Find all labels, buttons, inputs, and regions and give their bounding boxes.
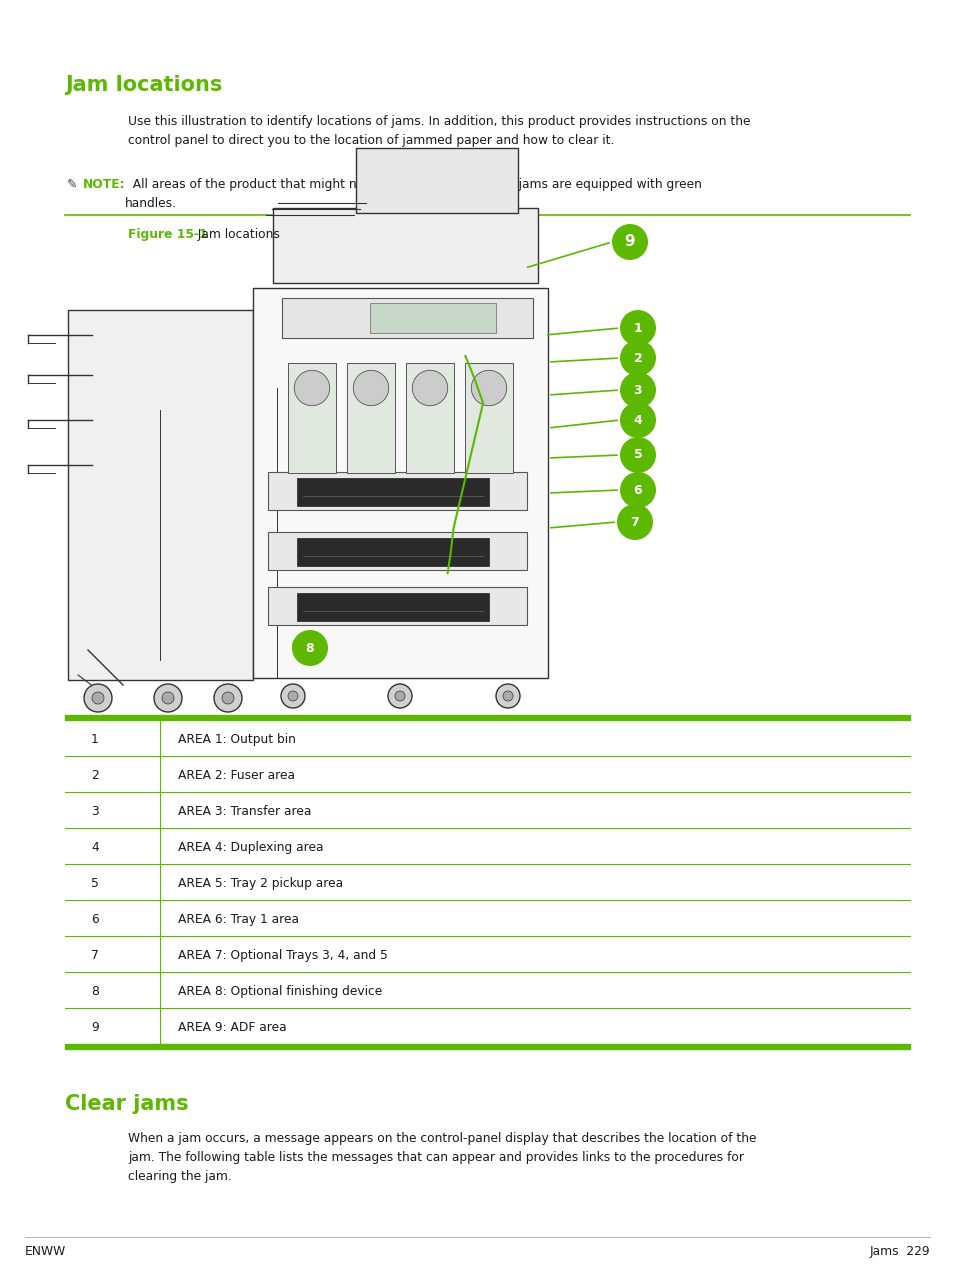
Circle shape: [395, 691, 405, 701]
Text: AREA 2: Fuser area: AREA 2: Fuser area: [178, 770, 294, 782]
FancyBboxPatch shape: [282, 298, 533, 338]
Text: 4: 4: [91, 841, 99, 855]
Circle shape: [619, 403, 656, 438]
Text: Jams  229: Jams 229: [868, 1245, 929, 1259]
Text: Clear jams: Clear jams: [65, 1093, 189, 1114]
Circle shape: [617, 504, 652, 540]
Text: AREA 6: Tray 1 area: AREA 6: Tray 1 area: [178, 913, 298, 926]
Circle shape: [619, 340, 656, 376]
Text: 3: 3: [91, 805, 99, 818]
Circle shape: [412, 371, 447, 405]
Circle shape: [281, 685, 305, 707]
Text: ✎: ✎: [67, 178, 77, 190]
FancyBboxPatch shape: [297, 478, 489, 505]
FancyBboxPatch shape: [465, 363, 512, 472]
FancyBboxPatch shape: [268, 472, 527, 511]
Text: 2: 2: [633, 352, 641, 364]
Text: Use this illustration to identify locations of jams. In addition, this product p: Use this illustration to identify locati…: [128, 116, 750, 147]
Circle shape: [153, 685, 182, 712]
Text: 8: 8: [91, 986, 99, 998]
Text: 9: 9: [624, 235, 635, 249]
Text: 5: 5: [633, 448, 641, 461]
FancyBboxPatch shape: [370, 304, 496, 333]
FancyBboxPatch shape: [406, 363, 453, 472]
FancyBboxPatch shape: [297, 538, 489, 566]
Text: 9: 9: [91, 1021, 99, 1034]
Text: When a jam occurs, a message appears on the control-panel display that describes: When a jam occurs, a message appears on …: [128, 1132, 756, 1182]
Text: AREA 7: Optional Trays 3, 4, and 5: AREA 7: Optional Trays 3, 4, and 5: [178, 949, 388, 963]
Circle shape: [288, 691, 297, 701]
Text: AREA 9: ADF area: AREA 9: ADF area: [178, 1021, 286, 1034]
Text: AREA 3: Transfer area: AREA 3: Transfer area: [178, 805, 311, 818]
Text: AREA 5: Tray 2 pickup area: AREA 5: Tray 2 pickup area: [178, 878, 343, 890]
Text: Figure 15-1: Figure 15-1: [128, 229, 208, 241]
Circle shape: [222, 692, 233, 704]
Circle shape: [84, 685, 112, 712]
Text: 8: 8: [305, 641, 314, 654]
Text: 1: 1: [91, 733, 99, 747]
Text: 6: 6: [633, 484, 641, 497]
Circle shape: [162, 692, 173, 704]
Circle shape: [502, 691, 513, 701]
Circle shape: [619, 472, 656, 508]
Circle shape: [91, 692, 104, 704]
FancyBboxPatch shape: [253, 288, 547, 678]
Text: 5: 5: [91, 878, 99, 890]
Text: 6: 6: [91, 913, 99, 926]
Circle shape: [619, 310, 656, 345]
FancyBboxPatch shape: [268, 532, 527, 570]
FancyBboxPatch shape: [268, 587, 527, 625]
Circle shape: [496, 685, 519, 707]
Text: 4: 4: [633, 414, 641, 427]
Circle shape: [213, 685, 242, 712]
Circle shape: [294, 371, 330, 405]
FancyBboxPatch shape: [347, 363, 395, 472]
Circle shape: [612, 224, 647, 260]
FancyBboxPatch shape: [288, 363, 335, 472]
FancyBboxPatch shape: [273, 208, 537, 283]
Text: AREA 8: Optional finishing device: AREA 8: Optional finishing device: [178, 986, 382, 998]
Text: Jam locations: Jam locations: [190, 229, 279, 241]
Circle shape: [619, 372, 656, 408]
Text: 3: 3: [633, 384, 641, 396]
Circle shape: [292, 630, 328, 665]
FancyBboxPatch shape: [68, 310, 253, 679]
FancyBboxPatch shape: [65, 1044, 909, 1049]
FancyBboxPatch shape: [355, 149, 518, 213]
Text: 1: 1: [633, 321, 641, 334]
FancyBboxPatch shape: [297, 593, 489, 621]
Text: 7: 7: [630, 516, 639, 528]
Text: 2: 2: [91, 770, 99, 782]
Circle shape: [471, 371, 506, 405]
FancyBboxPatch shape: [65, 715, 909, 720]
Text: AREA 4: Duplexing area: AREA 4: Duplexing area: [178, 841, 323, 855]
Text: AREA 1: Output bin: AREA 1: Output bin: [178, 733, 295, 747]
Text: All areas of the product that might need to be opened to clear jams are equipped: All areas of the product that might need…: [125, 178, 701, 210]
Circle shape: [353, 371, 388, 405]
Circle shape: [619, 437, 656, 472]
Text: Jam locations: Jam locations: [65, 75, 222, 95]
Text: 7: 7: [91, 949, 99, 963]
Circle shape: [388, 685, 412, 707]
Text: NOTE:: NOTE:: [83, 178, 126, 190]
Text: ENWW: ENWW: [25, 1245, 66, 1259]
